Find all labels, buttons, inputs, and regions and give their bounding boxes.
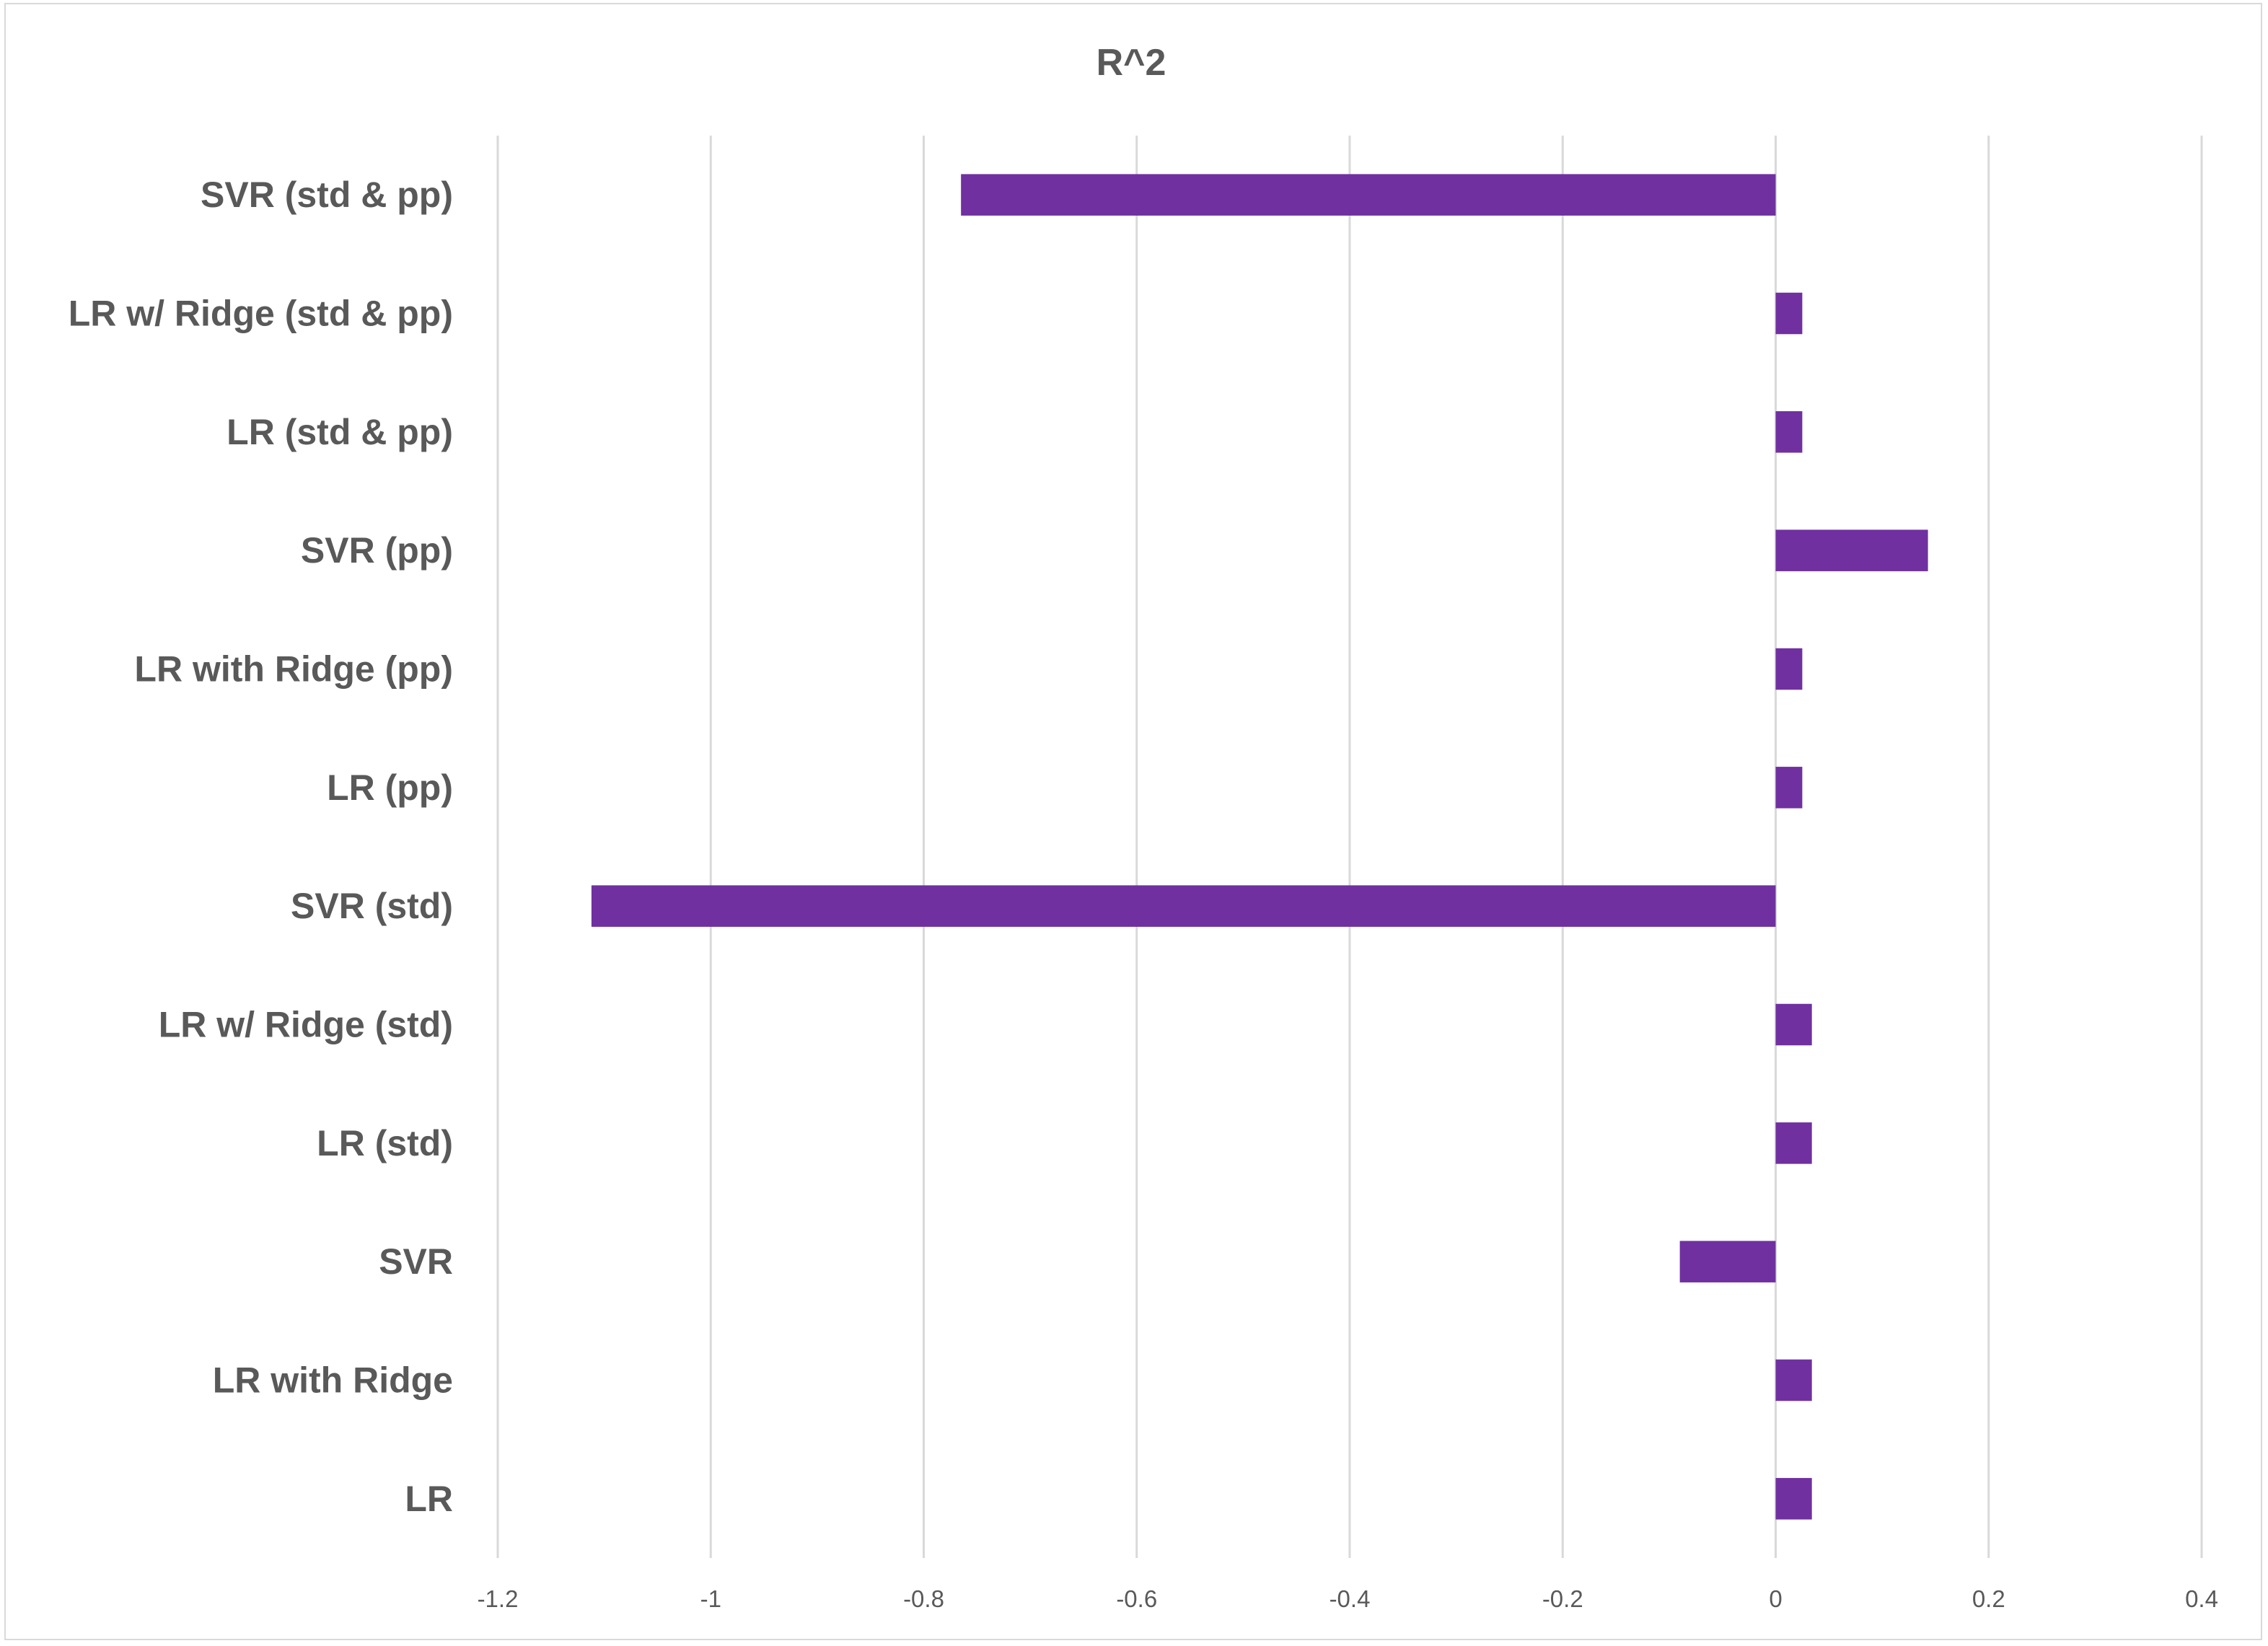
category-label: LR (pp): [327, 767, 453, 808]
x-tick-label: -0.8: [903, 1585, 944, 1612]
bar: [1775, 292, 1803, 335]
x-tick-label: -1.2: [478, 1585, 519, 1612]
bar: [1775, 648, 1803, 690]
category-label: SVR (std): [291, 886, 453, 926]
bar: [1775, 767, 1803, 809]
bar: [1775, 1478, 1812, 1520]
x-tick-label: 0: [1769, 1585, 1782, 1612]
bar: [591, 885, 1776, 927]
bar: [1775, 1122, 1812, 1164]
category-label: LR: [405, 1479, 453, 1519]
category-label: SVR (std & pp): [201, 175, 453, 215]
x-tick-label: -0.2: [1542, 1585, 1583, 1612]
bars: [591, 174, 1928, 1520]
bar: [1775, 1359, 1812, 1401]
bar: [961, 174, 1776, 216]
chart-frame: [4, 3, 2262, 1640]
category-label: LR (std & pp): [227, 412, 453, 452]
category-label: SVR (pp): [301, 530, 453, 571]
category-label: LR with Ridge: [213, 1360, 453, 1401]
category-label: SVR: [379, 1241, 453, 1282]
category-labels: SVR (std & pp) LR w/ Ridge (std & pp) LR (…: [69, 175, 453, 1519]
x-tick-label: 0.2: [1972, 1585, 2005, 1612]
category-label: LR with Ridge (pp): [134, 649, 453, 690]
bar: [1679, 1241, 1776, 1282]
category-label: LR w/ Ridge (std & pp): [69, 294, 453, 334]
x-tick-label: -0.6: [1116, 1585, 1157, 1612]
category-label: LR w/ Ridge (std): [159, 1005, 453, 1045]
bar: [1775, 411, 1803, 453]
bar: [1775, 529, 1928, 571]
x-tick-label: -0.4: [1329, 1585, 1371, 1612]
category-label: LR (std): [317, 1123, 453, 1163]
x-tick-label: 0.4: [2185, 1585, 2218, 1612]
gridlines: [496, 136, 2203, 1558]
x-axis-tick-labels: -1.2 -1 -0.8 -0.6 -0.4 -0.2 0 0.2 0.4: [478, 1585, 2218, 1612]
chart-title: R^2: [1096, 42, 1166, 84]
x-tick-label: -1: [700, 1585, 721, 1612]
bar: [1775, 1003, 1812, 1046]
